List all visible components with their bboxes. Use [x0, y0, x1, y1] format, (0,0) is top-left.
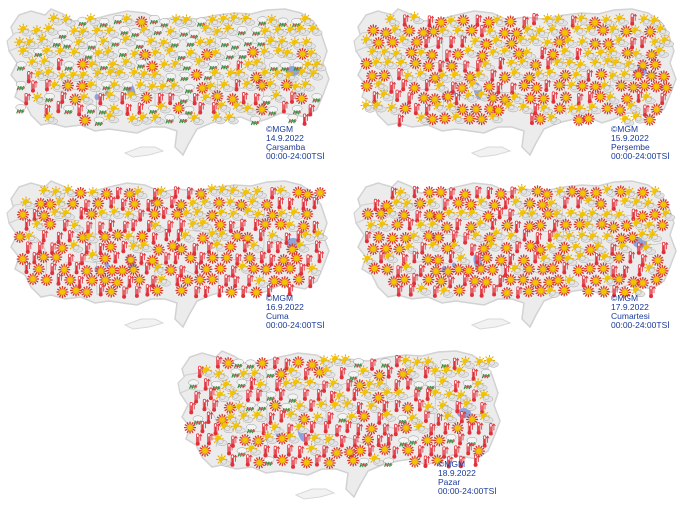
- weather-map-panel-2: ©MGM 15.9.2022 Perşembe 00:00-24:00TSİ: [352, 5, 682, 165]
- hours-label: 00:00-24:00TSİ: [611, 321, 670, 330]
- hours-label: 00:00-24:00TSİ: [611, 152, 670, 161]
- hours-label: 00:00-24:00TSİ: [266, 152, 325, 161]
- map-caption: ©MGM 16.9.2022 Cuma 00:00-24:00TSİ: [266, 294, 325, 330]
- hours-label: 00:00-24:00TSİ: [438, 487, 497, 496]
- weather-map-panel-3: ©MGM 16.9.2022 Cuma 00:00-24:00TSİ: [5, 177, 335, 337]
- cyprus-landmass: [125, 147, 163, 157]
- map-caption: ©MGM 17.9.2022 Cumartesi 00:00-24:00TSİ: [611, 294, 670, 330]
- map-caption: ©MGM 15.9.2022 Perşembe 00:00-24:00TSİ: [611, 125, 670, 161]
- hours-label: 00:00-24:00TSİ: [266, 321, 325, 330]
- cyprus-landmass: [472, 147, 510, 157]
- weather-map-panel-5: ©MGM 18.9.2022 Pazar 00:00-24:00TSİ: [176, 347, 506, 507]
- weather-map-panel-1: ©MGM 14.9.2022 Çarşamba 00:00-24:00TSİ: [5, 5, 335, 165]
- weather-map-panel-4: ©MGM 17.9.2022 Cumartesi 00:00-24:00TSİ: [352, 177, 682, 337]
- cyprus-landmass: [125, 319, 163, 329]
- cyprus-landmass: [472, 319, 510, 329]
- rain-showers-icon: [384, 458, 394, 467]
- map-caption: ©MGM 18.9.2022 Pazar 00:00-24:00TSİ: [438, 460, 497, 496]
- cyprus-landmass: [296, 489, 334, 499]
- map-caption: ©MGM 14.9.2022 Çarşamba 00:00-24:00TSİ: [266, 125, 325, 161]
- rain-showers-icon: [16, 104, 26, 113]
- rain-showers-icon: [288, 114, 298, 123]
- rain-showers-icon: [250, 116, 260, 125]
